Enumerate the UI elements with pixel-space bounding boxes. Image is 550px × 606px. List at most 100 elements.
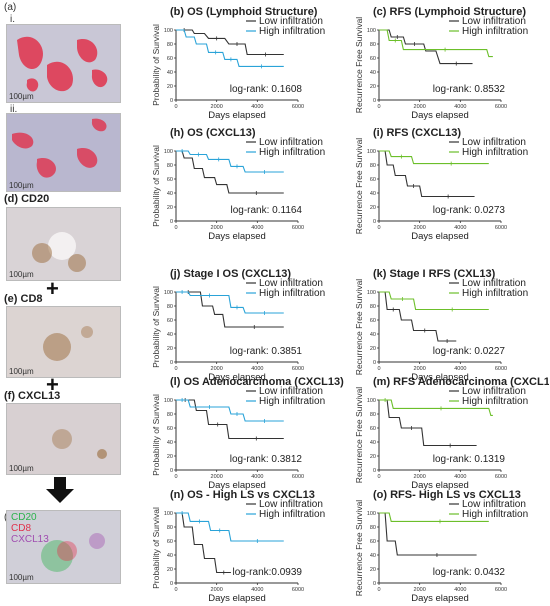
panel-e-label: (e) CD8 <box>4 293 43 305</box>
y-tick-label: 0 <box>373 581 376 587</box>
y-tick-label: 0 <box>170 581 173 587</box>
histology-cd8-svg <box>7 307 120 377</box>
y-tick-label: 80 <box>167 412 173 418</box>
y-tick-label: 40 <box>370 70 376 76</box>
log-rank-value: log-rank: 0.0227 <box>433 346 506 357</box>
y-tick-label: 20 <box>167 454 173 460</box>
legend-label: Low infiltration <box>259 499 323 510</box>
x-tick-label: 0 <box>377 104 380 110</box>
y-tick-label: 80 <box>370 304 376 310</box>
histology-image-i: 100µm <box>6 24 121 103</box>
y-axis-label: Recurrence Free Survival <box>354 500 364 596</box>
y-tick-label: 60 <box>370 539 376 545</box>
histology-ii-svg <box>7 114 120 191</box>
scale-bar-merged: 100µm <box>9 573 34 582</box>
legend-label: High infiltration <box>259 288 325 299</box>
x-tick-label: 4000 <box>454 225 466 231</box>
log-rank-value: log-rank: 0.1164 <box>230 205 302 216</box>
km-chart-h: (h) OS (CXCL13) 0 20 40 60 80 100 0 2000 4000 6000… <box>151 127 325 241</box>
km-chart-c: (c) RFS (Lymphoid Structure) 0 20 40 60 80 100… <box>354 6 528 120</box>
chart-title: (m) RFS Adenocarcinoma (CXCL13) <box>373 376 549 388</box>
x-tick-label: 6000 <box>495 474 507 480</box>
y-tick-label: 100 <box>164 28 173 34</box>
histology-cd20-svg <box>7 208 120 280</box>
merge-legend: CD20 CD8 CXCL13 <box>11 512 49 545</box>
histology-image-ii: 100µm <box>6 113 121 192</box>
km-chart-m: (m) RFS Adenocarcinoma (CXCL13) 0 20 40 60 80… <box>354 376 549 490</box>
y-tick-label: 80 <box>167 163 173 169</box>
km-chart-l: (l) OS Adenocarcinoma (CXCL13) 0 20 40 60 80 1… <box>151 376 344 490</box>
x-tick-label: 4000 <box>454 587 466 593</box>
y-tick-label: 20 <box>370 205 376 211</box>
log-rank-value: log-rank: 0.3812 <box>230 454 303 465</box>
y-tick-label: 0 <box>170 468 173 474</box>
y-axis-label: Probability of Survival <box>151 24 161 106</box>
y-tick-label: 0 <box>373 219 376 225</box>
y-tick-label: 60 <box>167 56 173 62</box>
legend-label: High infiltration <box>462 288 528 299</box>
y-tick-label: 60 <box>370 177 376 183</box>
series-line-low <box>379 291 457 342</box>
panel-d-label: (d) CD20 <box>4 193 50 205</box>
y-tick-label: 40 <box>167 332 173 338</box>
series-line-low <box>379 399 477 447</box>
legend-label: Low infiltration <box>462 386 526 397</box>
histology-cxcl13-svg <box>7 404 120 474</box>
log-rank-value: log-rank: 0.1319 <box>433 454 506 465</box>
legend-label: Low infiltration <box>462 137 526 148</box>
y-tick-label: 100 <box>367 398 376 404</box>
legend-cxcl13: CXCL13 <box>11 534 49 545</box>
y-tick-label: 20 <box>370 346 376 352</box>
histology-image-cd8: 100µm <box>6 306 121 378</box>
x-tick-label: 4000 <box>454 104 466 110</box>
y-axis-label: Recurrence Free Survival <box>354 387 364 483</box>
x-tick-label: 0 <box>174 104 177 110</box>
y-tick-label: 100 <box>367 511 376 517</box>
x-axis-label: Days elapsed <box>208 110 266 120</box>
legend-cd8: CD8 <box>11 523 32 534</box>
legend-label: Low infiltration <box>259 16 323 27</box>
log-rank-value: log-rank: 0.8532 <box>433 84 506 95</box>
histology-image-cd20: 100µm <box>6 207 121 281</box>
y-tick-label: 40 <box>370 440 376 446</box>
y-tick-label: 100 <box>164 511 173 517</box>
chart-title: (i) RFS (CXCL13) <box>373 127 461 139</box>
x-tick-label: 4000 <box>251 225 263 231</box>
km-chart-k: (k) Stage I RFS (CXL13) 0 20 40 60 80 100 0 2000… <box>354 268 528 382</box>
y-tick-label: 0 <box>373 360 376 366</box>
y-tick-label: 0 <box>170 98 173 104</box>
y-tick-label: 100 <box>164 149 173 155</box>
legend-cd20: CD20 <box>11 512 37 523</box>
y-tick-label: 20 <box>167 84 173 90</box>
x-axis-label: Days elapsed <box>411 480 469 490</box>
panel-a-label: (a) <box>4 2 17 13</box>
y-axis-label: Recurrence Free Survival <box>354 279 364 375</box>
series-line-low <box>176 399 284 440</box>
x-tick-label: 6000 <box>495 366 507 372</box>
histology-image-cxcl13: 100µm <box>6 403 121 475</box>
y-tick-label: 60 <box>167 539 173 545</box>
x-tick-label: 2000 <box>414 587 426 593</box>
y-tick-label: 80 <box>167 42 173 48</box>
x-tick-label: 6000 <box>495 225 507 231</box>
y-tick-label: 100 <box>367 28 376 34</box>
legend-label: High infiltration <box>462 147 528 158</box>
series-line-high <box>379 29 493 58</box>
km-chart-i: (i) RFS (CXCL13) 0 20 40 60 80 100 0 2000 4000 600… <box>354 127 528 241</box>
x-tick-label: 2000 <box>414 474 426 480</box>
chart-title: (b) OS (Lymphoid Structure) <box>170 6 318 18</box>
legend-label: High infiltration <box>259 26 325 37</box>
legend-label: High infiltration <box>462 26 528 37</box>
histology-i-svg <box>7 25 120 102</box>
x-tick-label: 2000 <box>414 225 426 231</box>
x-tick-label: 0 <box>377 366 380 372</box>
series-line-low <box>379 29 473 65</box>
km-chart-n: (n) OS - High LS vs CXCL13 0 20 40 60 80 100 0 2… <box>151 489 325 603</box>
y-tick-label: 80 <box>370 42 376 48</box>
y-tick-label: 20 <box>370 454 376 460</box>
x-tick-label: 6000 <box>292 225 304 231</box>
x-axis-label: Days elapsed <box>411 372 469 382</box>
y-tick-label: 80 <box>370 163 376 169</box>
panel-i-label: i. <box>10 14 15 25</box>
legend-label: High infiltration <box>462 396 528 407</box>
